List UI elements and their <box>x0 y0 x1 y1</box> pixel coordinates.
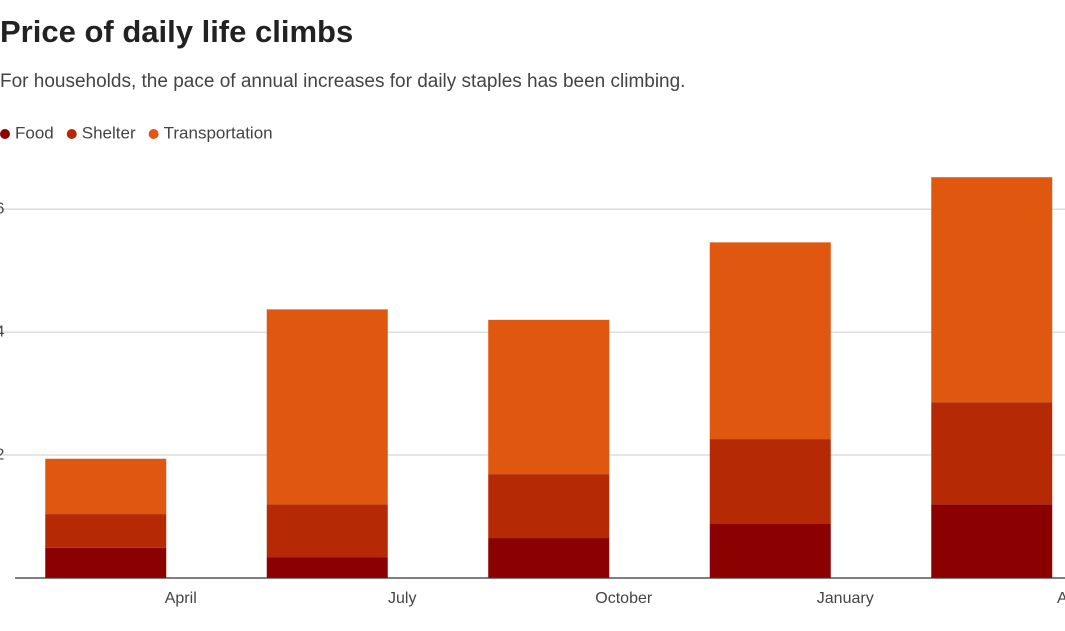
x-tick-label: Ap <box>1057 590 1065 607</box>
x-tick-label: January <box>817 590 874 607</box>
bar-segment <box>488 538 610 578</box>
bar-segment <box>931 504 1053 578</box>
legend-swatch <box>148 129 159 139</box>
legend-label: Transportation <box>164 123 273 142</box>
x-tick-label: October <box>595 590 653 607</box>
x-tick-label: April <box>165 590 197 607</box>
y-tick-label: 6 <box>0 200 5 217</box>
chart-title: Price of daily life climbs <box>0 14 353 49</box>
bar-segment <box>488 319 610 475</box>
bar-segment <box>931 402 1053 505</box>
bar-segment <box>709 439 831 524</box>
bar-segment <box>266 309 388 505</box>
legend-label: Food <box>15 123 54 142</box>
bar-segment <box>45 514 167 548</box>
legend-label: Shelter <box>82 123 136 142</box>
bar-segment <box>709 242 831 440</box>
bar-segment <box>488 474 610 539</box>
chart-subtitle: For households, the pace of annual incre… <box>0 71 685 92</box>
bar-segment <box>45 458 167 515</box>
bar-segment <box>709 523 831 578</box>
bar-segment <box>266 557 388 578</box>
legend-swatch <box>66 129 77 139</box>
bar-segment <box>45 547 167 578</box>
y-tick-label: 2 <box>0 446 5 463</box>
legend-swatch <box>0 129 10 139</box>
bar-segment <box>266 504 388 558</box>
y-tick-label: 4 <box>0 323 5 340</box>
bar-segment <box>931 177 1053 403</box>
x-tick-label: July <box>388 590 416 607</box>
